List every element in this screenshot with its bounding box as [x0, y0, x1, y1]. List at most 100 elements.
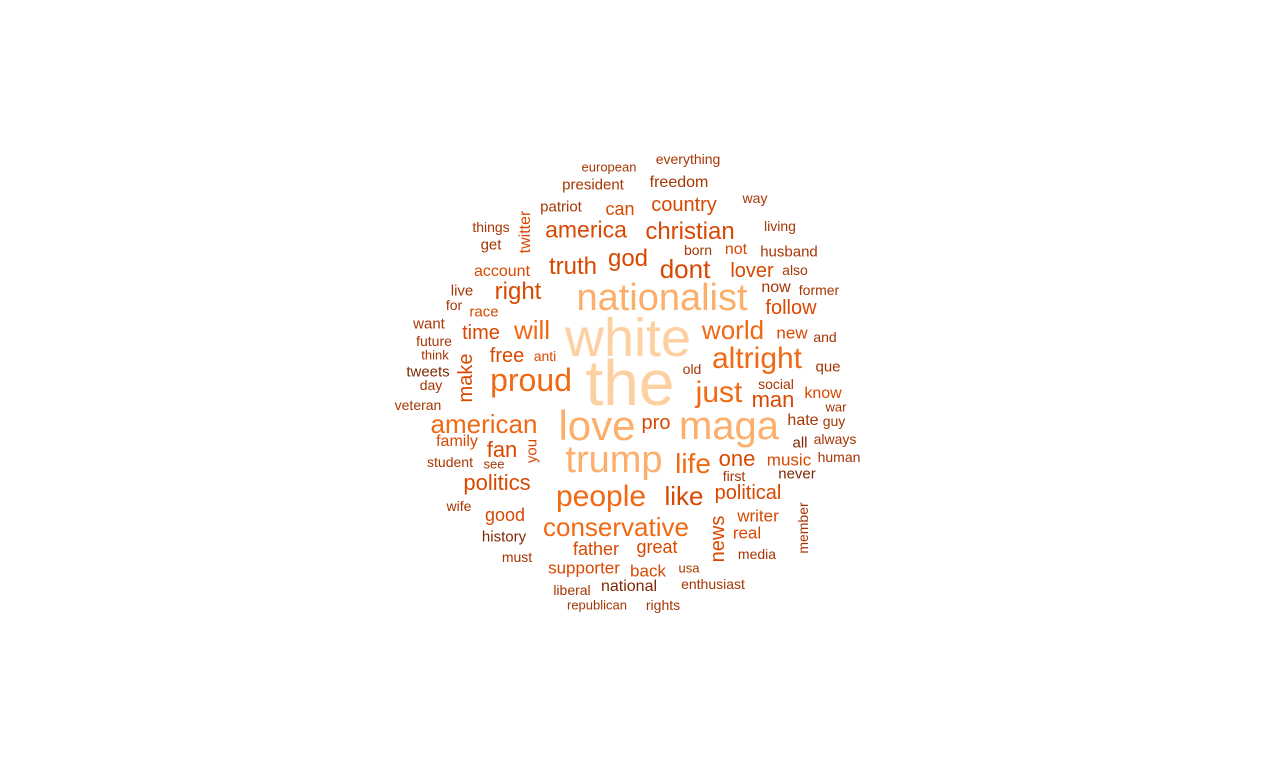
word-and: and: [813, 329, 837, 345]
word-back: back: [630, 561, 666, 581]
word-great: great: [636, 537, 678, 557]
word-always: always: [813, 431, 857, 447]
word-altright: altright: [711, 342, 803, 375]
word-family: family: [436, 433, 478, 450]
word-freedom: freedom: [649, 174, 709, 191]
word-christian: christian: [645, 218, 735, 245]
word-rights: rights: [645, 597, 681, 613]
word-president: president: [562, 176, 624, 194]
word-you: you: [523, 438, 541, 464]
word-father: father: [572, 539, 620, 559]
word-writer: writer: [737, 506, 779, 526]
word-people: people: [555, 480, 647, 513]
word-day: day: [419, 377, 443, 393]
word-man: man: [751, 387, 795, 412]
word-follow: follow: [765, 297, 817, 319]
word-war: war: [825, 399, 847, 415]
word-love: love: [558, 402, 636, 449]
word-husband: husband: [760, 243, 818, 261]
word-get: get: [480, 236, 502, 254]
word-not: not: [724, 241, 748, 258]
word-god: god: [607, 245, 649, 272]
word-social: social: [758, 376, 794, 392]
word-supporter: supporter: [548, 558, 620, 578]
word-must: must: [501, 549, 533, 565]
word-anti: anti: [533, 348, 557, 364]
word-real: real: [732, 523, 762, 543]
word-que: que: [815, 358, 841, 376]
word-life: life: [675, 448, 711, 479]
word-the: the: [585, 347, 675, 419]
word-never: never: [778, 465, 816, 483]
word-time: time: [462, 322, 500, 344]
word-all: all: [792, 434, 808, 452]
word-proud: proud: [490, 362, 572, 398]
word-american: american: [430, 409, 538, 439]
word-european: european: [581, 159, 637, 175]
word-maga: maga: [678, 404, 780, 448]
word-will: will: [513, 315, 551, 345]
word-republican: republican: [567, 597, 627, 613]
word-guy: guy: [822, 413, 846, 429]
word-one: one: [718, 446, 756, 471]
word-former: former: [798, 282, 840, 298]
word-truth: truth: [548, 253, 598, 280]
word-pro: pro: [641, 412, 671, 434]
word-america: america: [545, 216, 627, 243]
word-can: can: [605, 199, 635, 219]
word-account: account: [473, 263, 531, 280]
word-live: live: [450, 282, 474, 300]
word-media: media: [737, 546, 777, 562]
word-lover: lover: [730, 260, 774, 282]
word-good: good: [484, 505, 526, 525]
word-want: want: [413, 315, 445, 333]
word-music: music: [766, 450, 812, 470]
word-race: race: [469, 303, 499, 321]
word-old: old: [682, 361, 702, 377]
word-dont: dont: [659, 254, 711, 284]
word-twitter: twitter: [517, 210, 534, 254]
word-human: human: [817, 449, 861, 465]
word-white: white: [564, 308, 692, 368]
word-fan: fan: [486, 437, 518, 462]
word-wife: wife: [446, 498, 472, 514]
word-think: think: [421, 347, 449, 363]
word-everything: everything: [655, 151, 721, 167]
word-enthusiast: enthusiast: [681, 576, 745, 592]
word-political: political: [714, 482, 782, 504]
word-things: things: [472, 219, 510, 235]
word-just: just: [695, 376, 743, 409]
word-patriot: patriot: [540, 198, 582, 216]
word-national: national: [600, 578, 658, 595]
word-usa: usa: [678, 560, 700, 576]
word-tweets: tweets: [406, 363, 450, 381]
word-hate: hate: [787, 412, 819, 429]
word-see: see: [483, 456, 505, 472]
word-member: member: [795, 502, 811, 554]
word-for: for: [445, 297, 463, 313]
word-free: free: [489, 345, 525, 367]
word-veteran: veteran: [394, 397, 442, 413]
word-way: way: [742, 190, 768, 206]
word-make: make: [455, 353, 477, 403]
word-right: right: [494, 278, 542, 305]
word-world: world: [701, 315, 765, 345]
word-born: born: [683, 242, 713, 258]
word-politics: politics: [463, 470, 531, 495]
word-conservative: conservative: [543, 512, 689, 542]
word-new: new: [776, 323, 808, 343]
word-also: also: [782, 262, 808, 278]
word-first: first: [722, 468, 746, 484]
word-history: history: [481, 528, 527, 546]
word-living: living: [764, 218, 796, 234]
word-like: like: [664, 481, 704, 511]
word-country: country: [651, 194, 717, 216]
word-news: news: [707, 515, 729, 563]
word-nationalist: nationalist: [576, 277, 748, 319]
word-student: student: [427, 454, 473, 470]
word-future: future: [416, 333, 452, 349]
word-trump: trump: [565, 439, 663, 481]
word-liberal: liberal: [553, 582, 591, 598]
word-now: now: [761, 279, 791, 296]
